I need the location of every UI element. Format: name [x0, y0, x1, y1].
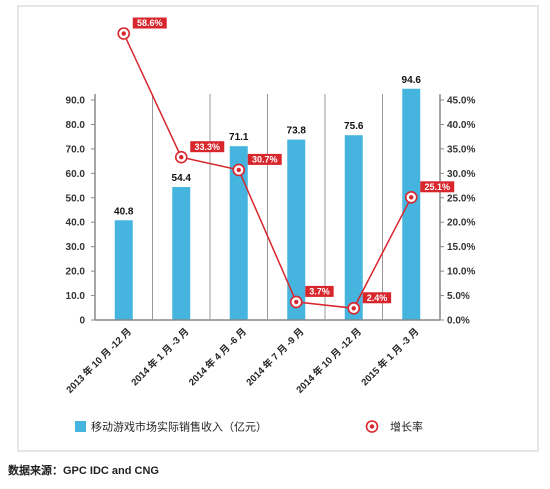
left-axis-tick-label: 60.0 [66, 169, 86, 180]
growth-rate-label: 3.7% [309, 287, 330, 297]
bar-value-label: 40.8 [114, 206, 134, 217]
legend-bar-swatch [75, 421, 86, 432]
left-axis-tick-label: 80.0 [66, 120, 86, 131]
bar-value-label: 94.6 [402, 75, 422, 86]
growth-rate-label-box [362, 292, 392, 304]
bar [229, 146, 248, 320]
growth-rate-label-box [420, 181, 455, 193]
x-category-label: 2013 年 10 月 -12 月 [64, 326, 134, 396]
bar [172, 187, 191, 320]
outer-frame [17, 5, 539, 452]
bar [114, 220, 133, 320]
right-axis-tick-label: 35.0% [447, 144, 475, 155]
source-note: 数据来源：GPC IDC and CNG [8, 465, 159, 477]
right-axis-tick-label: 0.0% [447, 316, 470, 327]
right-axis-tick-label: 45.0% [447, 96, 475, 107]
right-axis-tick-label: 20.0% [447, 218, 475, 229]
growth-rate-line [123, 33, 412, 310]
legend-line-marker-dot [369, 424, 375, 429]
right-axis-tick-label: 5.0% [447, 291, 470, 302]
left-axis-tick-label: 10.0 [66, 291, 86, 302]
bar-value-label: 54.4 [172, 173, 192, 184]
left-axis-tick-label: 90.0 [66, 96, 86, 107]
growth-rate-label: 25.1% [424, 182, 450, 192]
growth-rate-point-dot [179, 155, 184, 160]
growth-rate-label-box [247, 153, 282, 165]
right-axis-tick-label: 40.0% [447, 120, 475, 131]
left-axis-tick-label: 40.0 [66, 218, 86, 229]
growth-rate-point-dot [294, 299, 299, 305]
growth-rate-point-dot [121, 31, 126, 36]
growth-rate-label: 2.4% [367, 293, 388, 303]
growth-rate-point-dot [409, 195, 414, 200]
bar [402, 88, 421, 320]
left-axis-tick-label: 20.0 [66, 267, 86, 278]
growth-rate-label: 58.6% [137, 18, 163, 28]
right-axis-tick-label: 25.0% [447, 193, 475, 204]
growth-rate-label: 33.3% [194, 142, 220, 152]
x-category-label: 2014 年 1 月 -3 月 [129, 326, 192, 389]
bar [344, 135, 363, 320]
bar-value-label: 73.8 [287, 126, 307, 137]
growth-rate-point-dot [236, 167, 241, 173]
legend-line-label: 增长率 [390, 420, 423, 434]
left-axis-tick-label: 0 [79, 316, 85, 327]
right-axis-tick-label: 30.0% [447, 169, 475, 180]
bar-value-label: 75.6 [344, 121, 364, 132]
left-axis-tick-label: 70.0 [66, 144, 86, 155]
bar-value-label: 71.1 [229, 132, 249, 143]
right-axis-tick-label: 10.0% [447, 267, 475, 278]
growth-rate-label-box [190, 141, 225, 153]
x-category-label: 2015 年 1 月 -3 月 [359, 326, 422, 389]
x-category-label: 2014 年 7 月 -9 月 [244, 326, 307, 389]
growth-rate-label-box [305, 285, 334, 297]
growth-rate-label: 30.7% [252, 155, 278, 165]
left-axis-tick-label: 30.0 [66, 242, 86, 253]
x-category-label: 2014 年 4 月 -6 月 [186, 326, 249, 389]
legend-bar-label: 移动游戏市场实际销售收入（亿元） [91, 420, 267, 434]
right-axis-tick-label: 15.0% [447, 242, 475, 253]
growth-rate-label-box [132, 17, 167, 29]
bar [287, 139, 306, 320]
growth-rate-point-dot [351, 306, 356, 311]
left-axis-tick-label: 50.0 [66, 193, 86, 204]
